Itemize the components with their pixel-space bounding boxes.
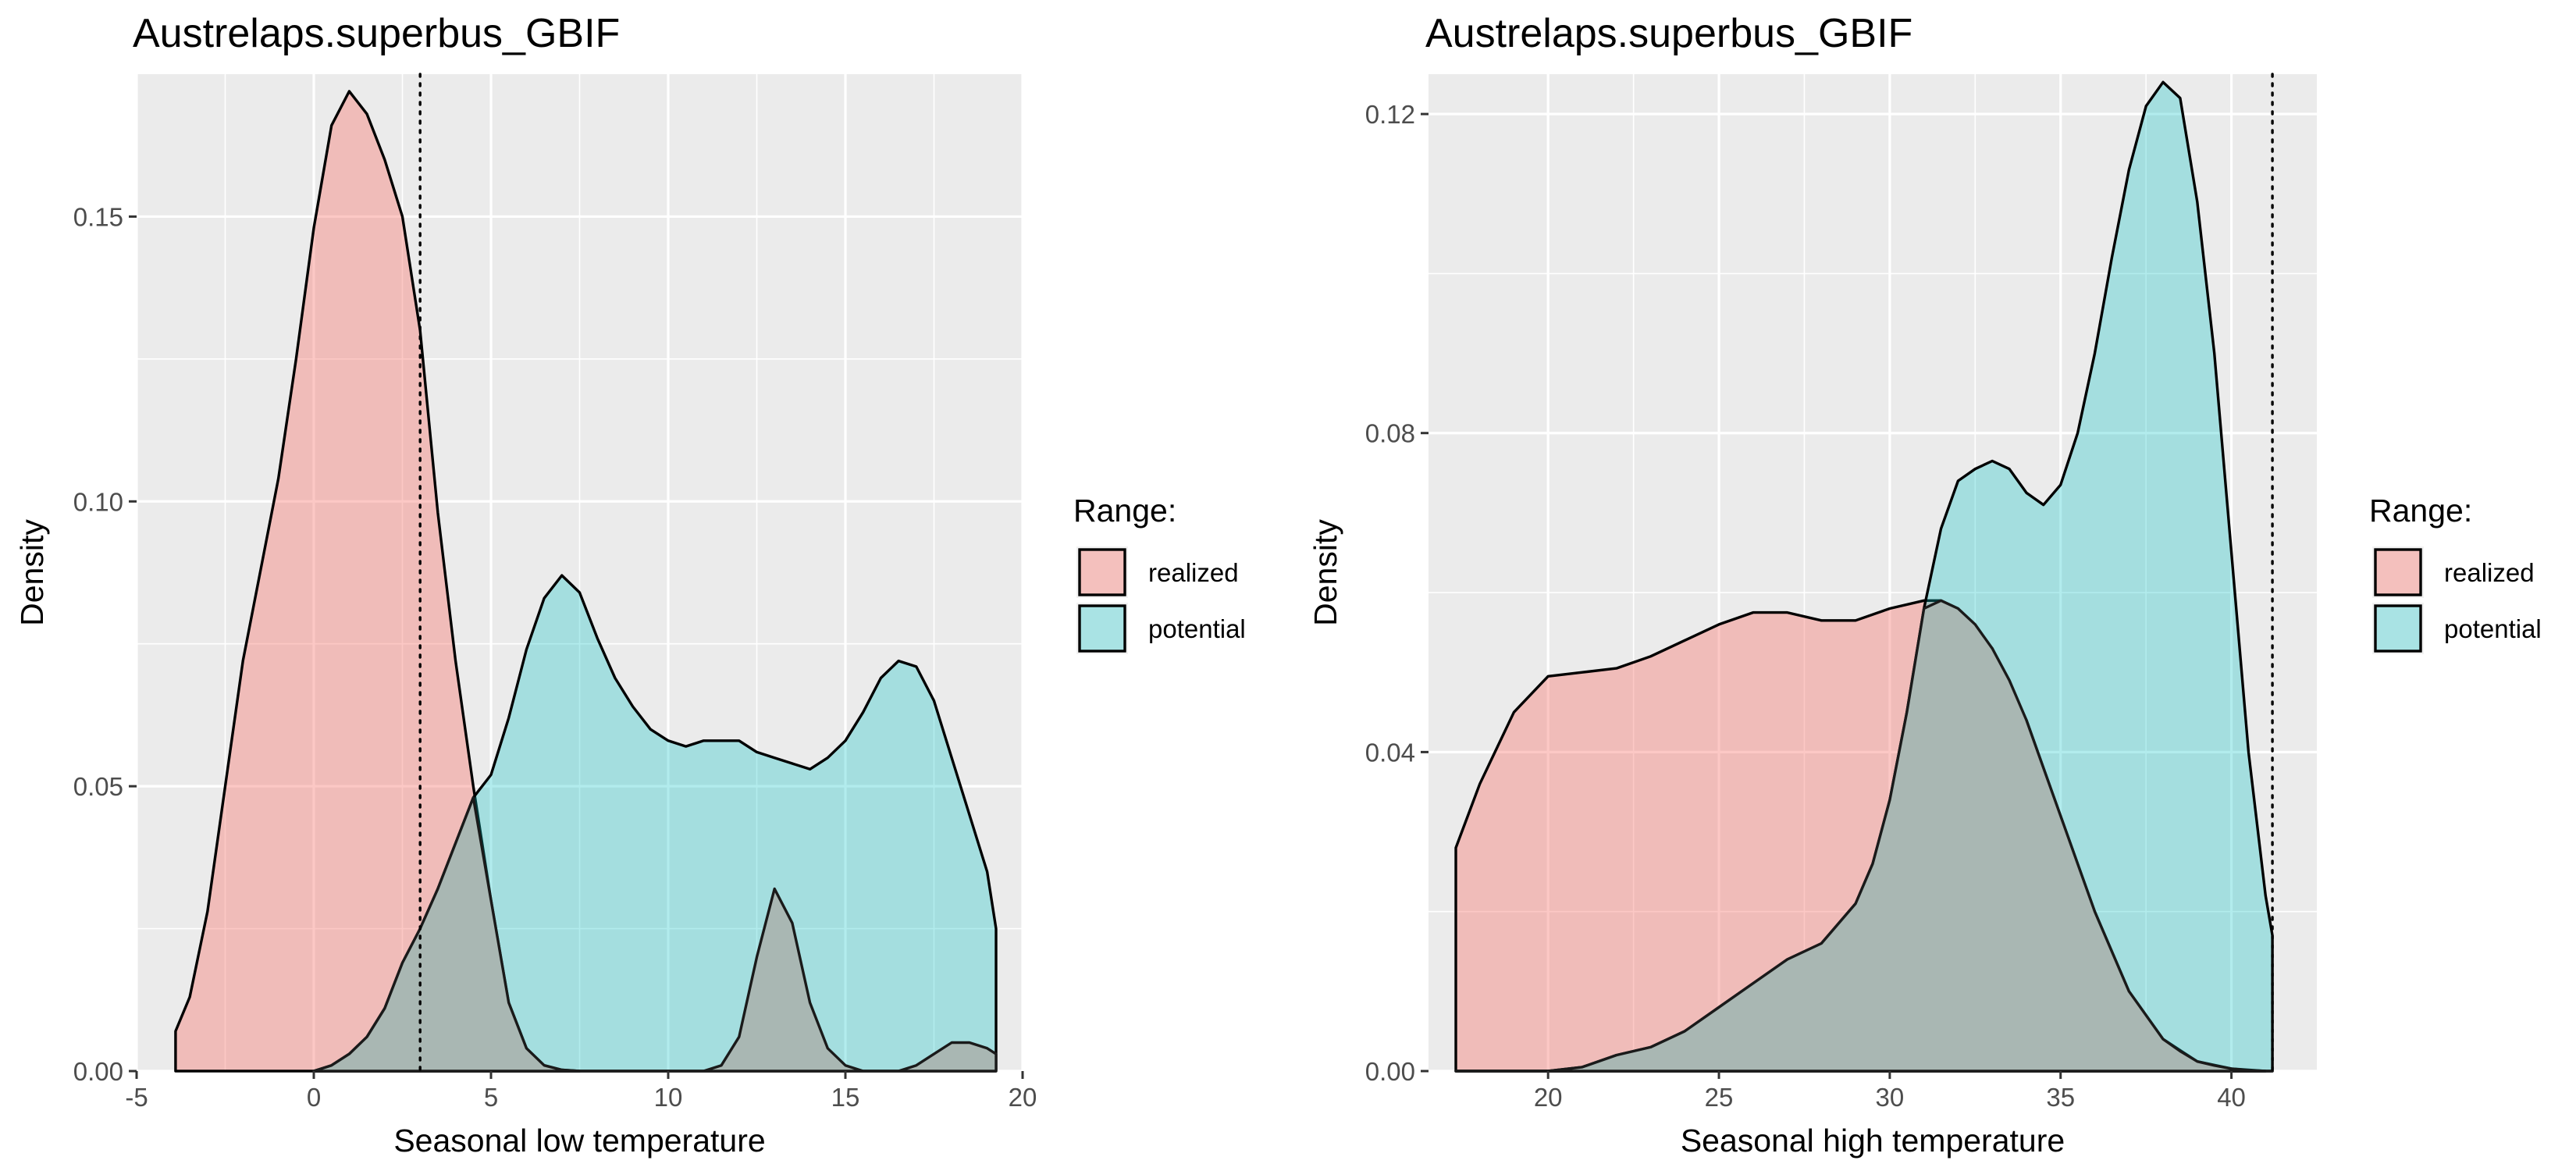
x-tick-label: 0 [307,1083,321,1112]
y-tick-label: 0.00 [1365,1057,1415,1086]
legend-label-realized: realized [2444,558,2535,587]
legend-title: Range: [2369,493,2472,529]
y-tick-label: 0.08 [1365,419,1415,448]
x-tick-label: 25 [1705,1083,1734,1112]
x-tick-label: 10 [654,1083,683,1112]
legend-swatch-realized [1078,548,1126,596]
density-area-overlap [312,796,998,1073]
x-axis-title: Seasonal high temperature [1681,1123,2065,1159]
chart-title: Austrelaps.superbus_GBIF [1425,11,1912,56]
legend-key-background [2372,603,2424,654]
legend-label-realized: realized [1148,558,1239,587]
legend-label-potential: potential [1148,614,1246,643]
y-tick-label: 0.10 [73,487,123,516]
legend-swatch-potential [2374,604,2422,653]
x-tick-label: 20 [1534,1083,1563,1112]
chart-panel-1: -5 0 5 10 15 20 0.00 0.05 0.10 0.15 Austrelaps.sup… [14,11,1246,1159]
legend: Range: realized potential [1073,493,1246,654]
x-tick-label: 5 [484,1083,498,1112]
legend-swatch-realized [2374,548,2422,596]
x-tick-label: 35 [2046,1083,2075,1112]
legend-title: Range: [1073,493,1176,529]
x-tick-label: 15 [831,1083,860,1112]
density-area-overlap [1454,599,2274,1073]
y-tick-label: 0.05 [73,772,123,801]
y-axis-title: Density [14,519,50,626]
x-tick-label: 30 [1876,1083,1905,1112]
legend-key-background [1076,546,1128,598]
legend-label-potential: potential [2444,614,2542,643]
y-axis-title: Density [1308,519,1343,626]
x-tick-label: 40 [2217,1083,2246,1112]
y-tick-label: 0.00 [73,1057,123,1086]
chart-title: Austrelaps.superbus_GBIF [133,11,620,56]
legend-key-background [2372,546,2424,598]
y-tick-label: 0.04 [1365,738,1415,767]
y-tick-label: 0.12 [1365,100,1415,129]
y-tick-label: 0.15 [73,202,123,231]
x-tick-label: 20 [1009,1083,1037,1112]
legend-key-background [1076,603,1128,654]
x-axis-title: Seasonal low temperature [393,1123,765,1159]
x-tick-label: -5 [125,1083,148,1112]
legend: Range: realized potential [2369,493,2542,654]
chart-panel-2: 20 25 30 35 40 0.00 0.04 0.08 0.12 Austrelaps.sup… [1308,11,2542,1159]
legend-swatch-potential [1078,604,1126,653]
